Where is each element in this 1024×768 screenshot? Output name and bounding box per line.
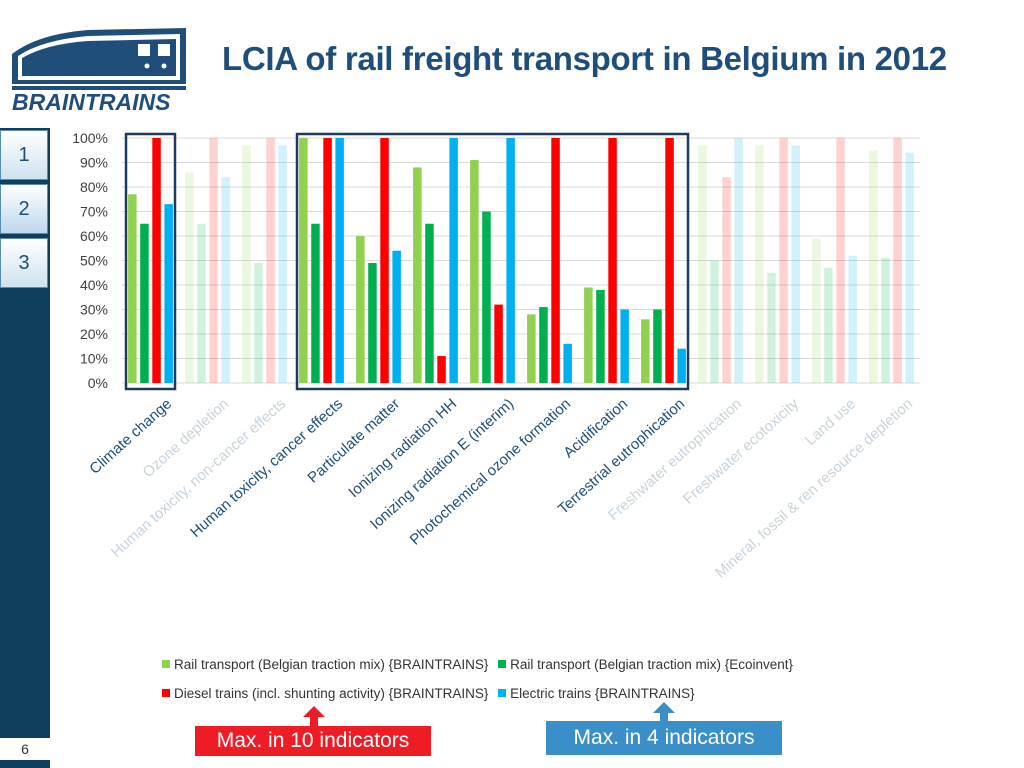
x-tick-label: Freshwater ecotoxicity	[680, 395, 803, 508]
page-number: 6	[0, 738, 50, 760]
bar	[506, 138, 515, 383]
legend-row-2: Diesel trains (incl. shunting activity) …	[162, 685, 701, 701]
highlight-box	[124, 132, 177, 391]
x-tick-label: Land use	[802, 395, 859, 449]
bar	[470, 160, 479, 383]
bar	[767, 272, 776, 383]
red-up-arrow-icon	[303, 706, 325, 728]
bar	[722, 177, 731, 383]
bar	[734, 138, 743, 383]
bar	[608, 138, 617, 383]
y-tick-label: 0%	[88, 375, 108, 391]
bar	[254, 262, 263, 383]
bar	[392, 250, 401, 383]
bar	[266, 138, 275, 383]
bar	[812, 238, 821, 383]
bar	[152, 138, 161, 383]
page-title: LCIA of rail freight transport in Belgiu…	[222, 40, 947, 77]
y-tick-label: 60%	[80, 228, 108, 244]
bar	[665, 138, 674, 383]
legend-item-electric: Electric trains {BRAINTRAINS}	[498, 686, 695, 701]
bar	[620, 309, 629, 383]
bar	[494, 304, 503, 383]
bar	[164, 204, 173, 383]
bar	[437, 356, 446, 383]
bar	[140, 223, 149, 383]
bar	[551, 138, 560, 383]
legend-item-rail-ecoinvent: Rail transport (Belgian traction mix) {E…	[498, 657, 793, 672]
y-tick-label: 100%	[72, 130, 108, 146]
bar	[323, 138, 332, 383]
y-tick-label: 40%	[80, 277, 108, 293]
x-tick-label: Ionizing radiation HH	[345, 395, 460, 501]
x-tick-label: Mineral, fossil & ren resource depletion	[712, 395, 916, 581]
bar	[698, 145, 707, 383]
blue-up-arrow-icon	[653, 702, 675, 724]
bar	[311, 223, 320, 383]
y-tick-label: 20%	[80, 326, 108, 342]
bar	[641, 319, 650, 383]
bar	[413, 167, 422, 383]
bar	[356, 236, 365, 383]
sidebar	[0, 128, 50, 768]
bar	[221, 177, 230, 383]
y-tick-label: 70%	[80, 204, 108, 220]
bar	[584, 287, 593, 383]
bar	[824, 267, 833, 383]
bar	[368, 262, 377, 383]
max-diesel-callout: Max. in 10 indicators	[195, 726, 431, 756]
bar-chart: 0%10%20%30%40%50%60%70%80%90%100%Climate…	[72, 130, 920, 581]
bar	[869, 150, 878, 383]
bar	[905, 152, 914, 383]
bar	[596, 289, 605, 383]
legend-row-1: Rail transport (Belgian traction mix) {B…	[162, 656, 799, 672]
logo-text: BRAINTRAINS	[12, 89, 171, 115]
bar	[209, 138, 218, 383]
bar	[653, 309, 662, 383]
bar	[278, 145, 287, 383]
bar	[836, 138, 845, 383]
bar	[791, 145, 800, 383]
bar	[848, 255, 857, 383]
legend-item-diesel: Diesel trains (incl. shunting activity) …	[162, 686, 488, 701]
bar	[128, 194, 137, 383]
bar	[197, 223, 206, 383]
y-tick-label: 50%	[80, 253, 108, 269]
bar	[893, 138, 902, 383]
bar	[779, 138, 788, 383]
bar	[185, 172, 194, 383]
bar	[755, 145, 764, 383]
bar	[677, 348, 686, 383]
bar	[380, 138, 389, 383]
bar	[527, 314, 536, 383]
bar	[449, 138, 458, 383]
bar	[482, 211, 491, 383]
y-tick-label: 90%	[80, 155, 108, 171]
sidebar-tab-3[interactable]: 3	[0, 238, 48, 288]
y-tick-label: 80%	[80, 179, 108, 195]
bar	[299, 138, 308, 383]
bar	[425, 223, 434, 383]
bar	[335, 138, 344, 383]
bar	[710, 260, 719, 383]
max-electric-callout: Max. in 4 indicators	[546, 721, 782, 755]
braintrains-logo: BRAINTRAINS	[12, 28, 186, 115]
bar	[563, 343, 572, 383]
bar	[242, 145, 251, 383]
sidebar-tab-2[interactable]: 2	[0, 184, 48, 234]
bar	[539, 307, 548, 383]
legend-item-rail-braintrains: Rail transport (Belgian traction mix) {B…	[162, 657, 488, 672]
bar	[881, 258, 890, 383]
y-tick-label: 10%	[80, 351, 108, 367]
y-tick-label: 30%	[80, 302, 108, 318]
highlight-box	[295, 132, 690, 391]
sidebar-tab-1[interactable]: 1	[0, 130, 48, 180]
